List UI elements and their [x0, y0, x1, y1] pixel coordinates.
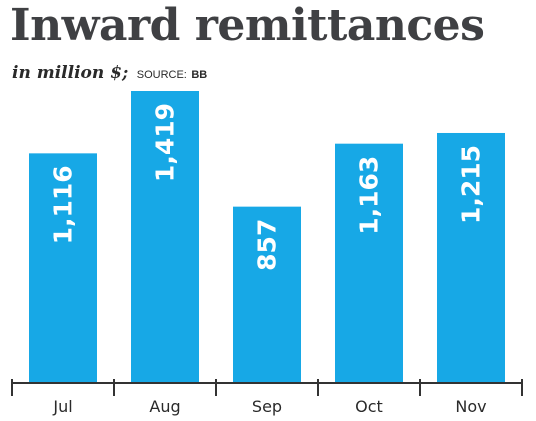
chart-subtitle: in million $; SOURCE: BB: [12, 63, 207, 83]
bar-sep: [233, 206, 301, 383]
chart-title: Inward remittances: [10, 0, 485, 51]
category-label-jul: Jul: [52, 397, 72, 416]
value-label-sep: 857: [253, 219, 282, 271]
bar-jul: [29, 153, 97, 383]
bar-aug: [131, 91, 199, 383]
bar-oct: [335, 143, 403, 383]
source-label: SOURCE:: [136, 69, 187, 81]
value-label-jul: 1,116: [49, 165, 78, 244]
category-label-aug: Aug: [149, 397, 180, 416]
value-label-oct: 1,163: [355, 156, 384, 235]
category-label-oct: Oct: [355, 397, 383, 416]
category-label-nov: Nov: [455, 397, 486, 416]
bar-nov: [437, 132, 505, 383]
value-label-nov: 1,215: [457, 145, 486, 224]
source-value: BB: [191, 69, 208, 81]
category-label-sep: Sep: [252, 397, 282, 416]
unit-note: in million $;: [12, 63, 129, 83]
value-label-aug: 1,419: [151, 103, 180, 182]
